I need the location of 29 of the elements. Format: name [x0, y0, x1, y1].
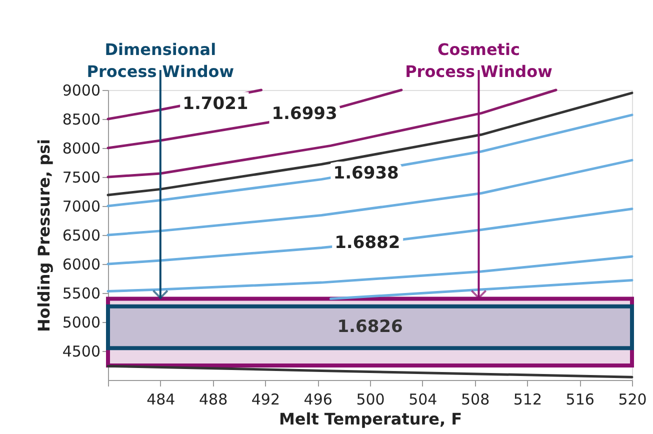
y-tick-label: 7500 [62, 168, 100, 186]
line-series [106, 158, 634, 236]
x-tick-label: 516 [566, 390, 594, 408]
x-tick-label: 520 [618, 390, 647, 408]
y-tick-label: 4500 [62, 342, 100, 360]
y-tick-label: 5500 [62, 284, 100, 302]
x-tick-label: 496 [304, 390, 332, 408]
line-series [106, 92, 634, 196]
x-tick-label: 500 [356, 390, 385, 408]
annotation: Cosmetic Process Window [405, 40, 553, 81]
x-axis-title: Melt Temperature, F [278, 410, 462, 428]
line-series [106, 255, 634, 293]
x-tick-label: 488 [198, 390, 228, 408]
y-tick-label: 6000 [62, 256, 100, 274]
y-tick-label: 6500 [62, 226, 100, 244]
x-tick-label: 512 [513, 390, 542, 408]
y-tick-label: 9000 [62, 82, 100, 100]
annotation: Dimensional Process Window [86, 40, 234, 81]
x-tick-label: 508 [460, 390, 490, 408]
y-tick-label: 8000 [62, 140, 100, 158]
y-axis-title: Holding Pressure, psi [34, 139, 54, 332]
x-tick-label: 484 [146, 390, 176, 408]
y-tick-label: 7000 [62, 198, 100, 216]
annotation: 1.7021 [182, 94, 248, 114]
x-tick-label: 504 [408, 390, 438, 408]
y-tick-label: 5000 [62, 314, 100, 332]
x-tick-label: 492 [251, 390, 280, 408]
y-tick-label: 8500 [62, 110, 100, 128]
annotation: 1.6826 [337, 317, 403, 338]
